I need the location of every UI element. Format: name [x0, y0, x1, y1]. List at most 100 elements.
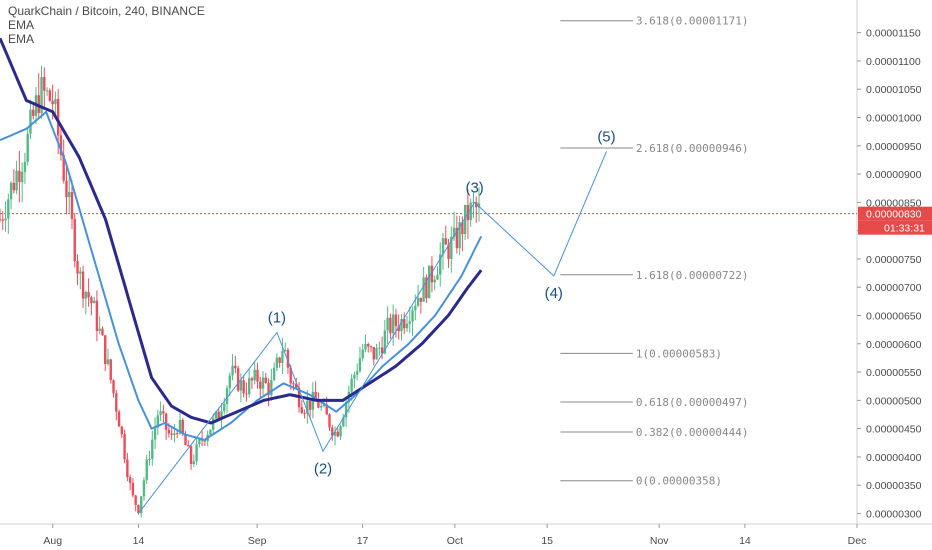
candle-body	[259, 381, 262, 389]
candle-body	[436, 274, 439, 280]
candle-body	[101, 328, 104, 336]
candle-body	[353, 374, 356, 379]
candle-body	[256, 369, 259, 382]
price-tick-label: 0.00001150	[866, 28, 921, 40]
candle-body	[40, 76, 43, 114]
candle-body	[228, 375, 232, 389]
candle-body	[112, 380, 115, 394]
candle-body	[239, 380, 243, 391]
candle-body	[76, 261, 79, 274]
fib-level-label: 0.382(0.00000444)	[636, 426, 749, 439]
price-tick-label: 0.00000550	[866, 367, 922, 379]
candle-body	[303, 412, 306, 414]
candle-body	[286, 349, 290, 368]
candle-body	[336, 431, 339, 437]
candle-body	[145, 459, 148, 481]
candle-body	[148, 459, 151, 461]
candle-body	[394, 314, 398, 327]
candle-body	[131, 482, 135, 496]
candle-body	[234, 365, 237, 369]
candle-body	[458, 222, 461, 249]
ema-fast-line	[0, 110, 483, 441]
ema-fast-legend[interactable]: EMA	[8, 18, 35, 32]
candle-body	[314, 391, 317, 400]
candle-body	[187, 445, 190, 447]
candle-body	[217, 411, 220, 419]
elliott-wave-label: (3)	[465, 179, 483, 196]
candle-body	[51, 100, 54, 105]
candle-body	[242, 380, 245, 394]
symbol-title[interactable]: QuarkChain / Bitcoin, 240, BINANCE	[8, 4, 205, 18]
candle-body	[62, 155, 65, 181]
fib-level-label: 1.618(0.00000722)	[636, 269, 749, 282]
candle-body	[469, 202, 472, 221]
candle-body	[308, 400, 312, 410]
candle-body	[128, 477, 132, 483]
candle-body	[20, 171, 24, 183]
candle-body	[59, 135, 63, 156]
candle-body	[214, 411, 218, 419]
candle-body	[250, 378, 254, 381]
candle-body	[403, 319, 406, 329]
candle-body	[123, 434, 126, 460]
candle-body	[350, 378, 353, 392]
candle-body	[70, 191, 74, 219]
last-price-badge	[858, 206, 932, 221]
candle-body	[117, 411, 121, 427]
candle-body	[380, 347, 384, 354]
chart-legend: QuarkChain / Bitcoin, 240, BINANCE EMA E…	[8, 4, 205, 46]
candle-body	[223, 404, 226, 412]
candle-body	[272, 367, 276, 380]
candle-body	[220, 411, 223, 419]
candle-body	[253, 369, 256, 381]
candle-body	[7, 199, 10, 219]
candle-body	[87, 291, 90, 298]
time-tick-label: 14	[739, 535, 751, 547]
candle-body	[140, 496, 143, 514]
candle-body	[167, 429, 171, 434]
candle-body	[98, 328, 101, 331]
candle-body	[411, 310, 414, 322]
price-tick-label: 0.00000900	[866, 169, 922, 181]
candle-body	[375, 348, 378, 360]
candle-body	[427, 265, 431, 299]
candle-body	[322, 404, 326, 406]
candle-body	[439, 254, 442, 275]
time-tick-label: 17	[357, 535, 369, 547]
candle-body	[331, 427, 334, 436]
price-tick-label: 0.00000600	[866, 339, 922, 351]
candle-body	[106, 359, 110, 364]
candle-body	[372, 346, 375, 360]
candle-body	[126, 459, 129, 478]
last-price-value: 0.00000830	[866, 209, 922, 221]
price-tick-label: 0.00000400	[866, 452, 922, 464]
elliott-wave-label: (2)	[314, 460, 332, 477]
candle-body	[247, 378, 251, 395]
countdown-badge	[858, 220, 932, 235]
ema-slow-legend[interactable]: EMA	[8, 32, 35, 46]
candle-body	[433, 279, 436, 283]
candle-body	[184, 434, 187, 446]
time-tick-label: Oct	[447, 535, 463, 547]
time-tick-label: 15	[541, 535, 553, 547]
time-tick-label: Sep	[248, 535, 267, 547]
candle-body	[153, 427, 157, 440]
candle-body	[198, 439, 201, 445]
candle-body	[162, 411, 165, 414]
elliott-wave-label: (4)	[545, 285, 563, 302]
candle-body	[92, 300, 96, 304]
price-tick-label: 0.00000450	[866, 424, 922, 436]
candle-body	[405, 323, 409, 329]
candle-body	[416, 297, 420, 306]
candle-body	[452, 227, 456, 237]
candle-body	[270, 379, 273, 396]
candle-body	[306, 400, 309, 414]
price-tick-label: 0.00000500	[866, 395, 922, 407]
price-tick-label: 0.00000850	[866, 197, 922, 209]
candle-body	[317, 399, 320, 408]
candle-body	[283, 349, 287, 352]
candle-body	[333, 431, 337, 436]
countdown-value: 01:33:31	[884, 223, 925, 235]
candle-body	[209, 429, 212, 435]
